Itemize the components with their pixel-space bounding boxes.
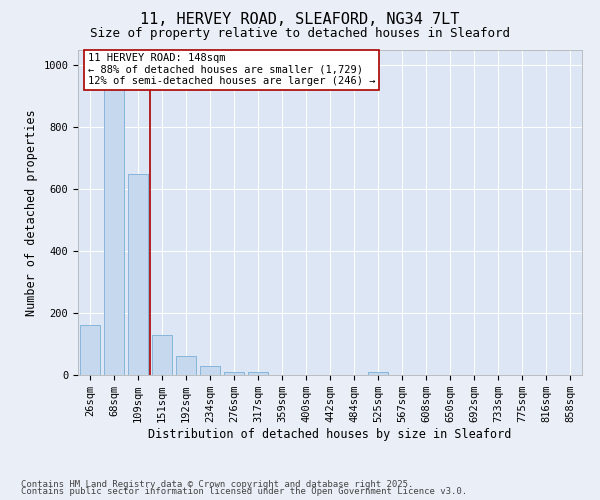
Bar [80,326,100,375]
X-axis label: Distribution of detached houses by size in Sleaford: Distribution of detached houses by size … [148,428,512,441]
Text: Size of property relative to detached houses in Sleaford: Size of property relative to detached ho… [90,28,510,40]
Bar [176,356,196,375]
Bar [368,372,388,375]
Bar [104,84,124,375]
Text: 11 HERVEY ROAD: 148sqm
← 88% of detached houses are smaller (1,729)
12% of semi-: 11 HERVEY ROAD: 148sqm ← 88% of detached… [88,53,376,86]
Text: Contains HM Land Registry data © Crown copyright and database right 2025.: Contains HM Land Registry data © Crown c… [21,480,413,489]
Text: Contains public sector information licensed under the Open Government Licence v3: Contains public sector information licen… [21,487,467,496]
Bar [248,372,268,375]
Bar [152,335,172,375]
Y-axis label: Number of detached properties: Number of detached properties [25,109,38,316]
Bar [224,372,244,375]
Bar [200,366,220,375]
Text: 11, HERVEY ROAD, SLEAFORD, NG34 7LT: 11, HERVEY ROAD, SLEAFORD, NG34 7LT [140,12,460,28]
Bar [128,174,148,375]
